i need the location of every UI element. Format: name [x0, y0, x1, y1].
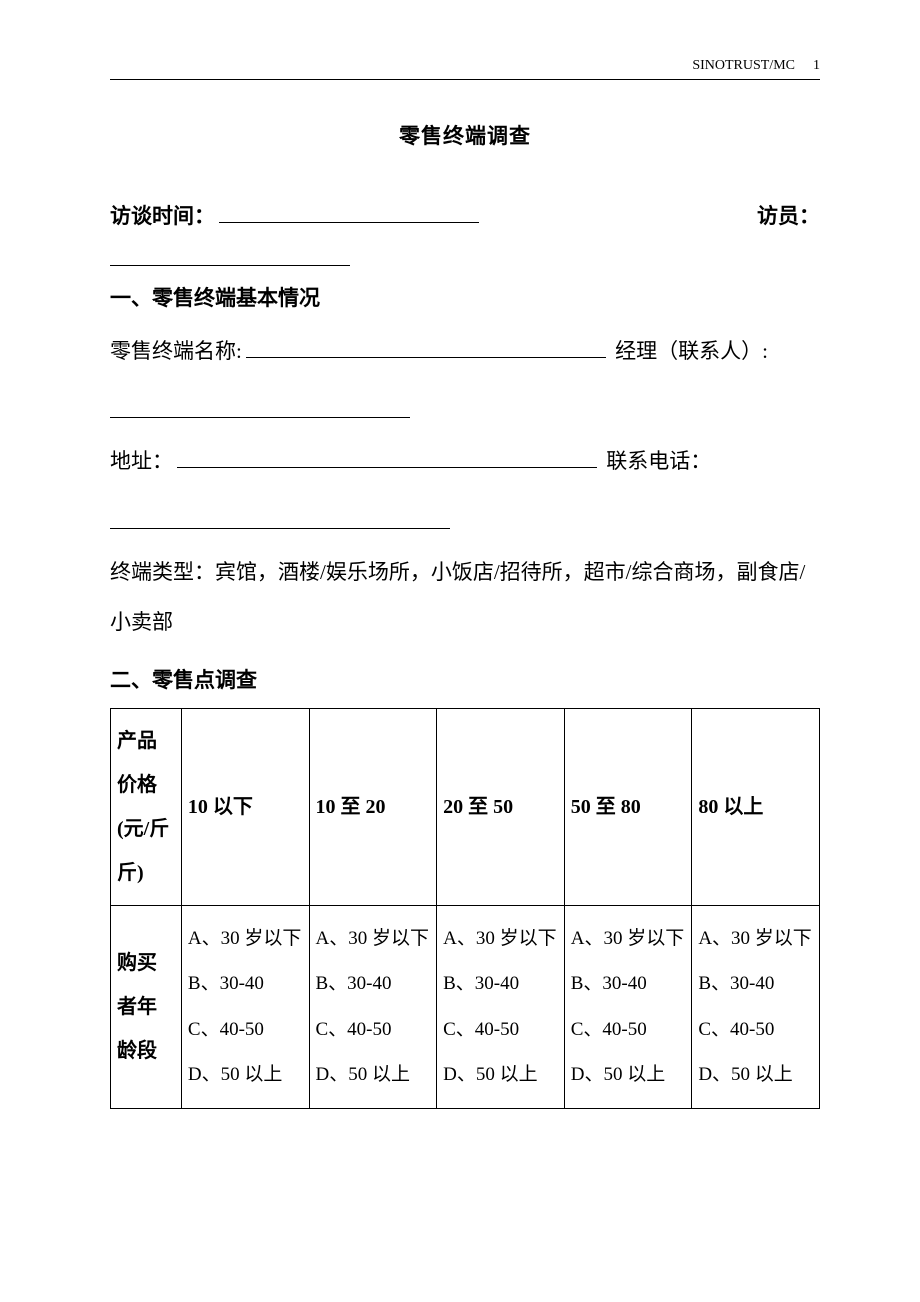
price-header: 产品价格(元/斤斤) — [111, 708, 182, 905]
interview-time-label: 访谈时间： — [110, 204, 215, 228]
phone-label: 联系电话： — [606, 449, 711, 473]
price-col-4: 50 至 80 — [564, 708, 692, 905]
address-row: 地址： 联系电话： — [110, 436, 820, 486]
price-col-3: 20 至 50 — [437, 708, 565, 905]
terminal-name-row: 零售终端名称: 经理（联系人）: — [110, 326, 820, 376]
address-label: 地址： — [110, 449, 173, 473]
terminal-type-text: 终端类型：宾馆，酒楼/娱乐场所，小饭店/招待所，超市/综合商场，副食店/小卖部 — [110, 547, 820, 648]
header-org: SINOTRUST/MC — [692, 58, 795, 73]
age-header: 购买者年龄段 — [111, 905, 182, 1108]
age-cell-1: A、30 岁以下B、30-40C、40-50D、50 以上 — [181, 905, 309, 1108]
header-page: 1 — [813, 58, 820, 73]
header-rule: SINOTRUST/MC 1 — [110, 60, 820, 80]
manager-blank[interactable] — [110, 388, 410, 418]
price-col-2: 10 至 20 — [309, 708, 437, 905]
header-text: SINOTRUST/MC 1 — [692, 58, 820, 74]
document-title: 零售终端调查 — [110, 120, 820, 150]
phone-blank[interactable] — [110, 499, 450, 529]
price-col-5: 80 以上 — [692, 708, 820, 905]
terminal-name-label: 零售终端名称: — [110, 339, 242, 363]
interview-time-blank[interactable] — [219, 201, 479, 223]
age-cell-3: A、30 岁以下B、30-40C、40-50D、50 以上 — [437, 905, 565, 1108]
price-col-1: 10 以下 — [181, 708, 309, 905]
interview-row: 访谈时间： 访员： — [110, 200, 820, 230]
manager-label: 经理（联系人）: — [615, 339, 768, 363]
interviewer-label: 访员： — [757, 200, 820, 230]
interviewer-blank[interactable] — [110, 236, 350, 266]
age-cell-5: A、30 岁以下B、30-40C、40-50D、50 以上 — [692, 905, 820, 1108]
table-row: 产品价格(元/斤斤) 10 以下 10 至 20 20 至 50 50 至 80… — [111, 708, 820, 905]
age-cell-4: A、30 岁以下B、30-40C、40-50D、50 以上 — [564, 905, 692, 1108]
address-blank[interactable] — [177, 446, 597, 468]
section-1-heading: 一、零售终端基本情况 — [110, 282, 820, 312]
table-row: 购买者年龄段 A、30 岁以下B、30-40C、40-50D、50 以上 A、3… — [111, 905, 820, 1108]
survey-table: 产品价格(元/斤斤) 10 以下 10 至 20 20 至 50 50 至 80… — [110, 708, 820, 1109]
age-cell-2: A、30 岁以下B、30-40C、40-50D、50 以上 — [309, 905, 437, 1108]
section-2-heading: 二、零售点调查 — [110, 664, 820, 694]
terminal-name-blank[interactable] — [246, 336, 606, 358]
